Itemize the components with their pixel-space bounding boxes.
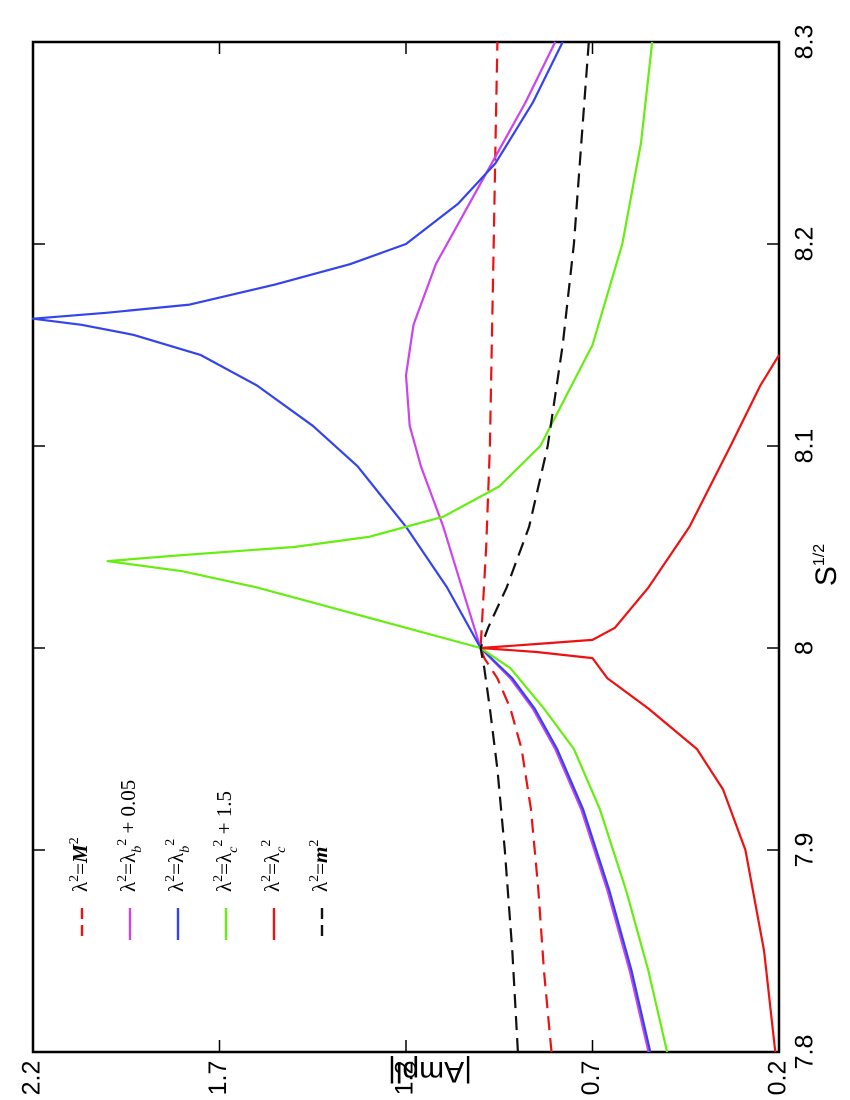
legend-part: λ: [260, 881, 284, 892]
legend-part: b: [178, 846, 193, 853]
series-line-0: [479, 41, 553, 1053]
legend-part: c: [274, 846, 289, 853]
legend-part: 2: [163, 839, 178, 846]
axis-titles: S1/2 |Ampl|: [388, 544, 843, 1088]
legend-label-3: λ2=λc2 + 1.5: [211, 791, 241, 892]
legend-label-4: λ2=λc2: [259, 840, 289, 892]
x-ticks: 7.8 7.9 8 8.1 8.2 8.3: [33, 25, 819, 1070]
legend-part: λ: [68, 881, 92, 892]
series-line-2: [31, 41, 652, 1053]
y-tick-label: 0.7: [577, 1061, 605, 1096]
y-tick-label: 1.2: [391, 1061, 419, 1096]
legend-part: c: [226, 846, 241, 853]
legend-part: λ: [308, 881, 332, 892]
series-line-4: [479, 354, 780, 1053]
x-tick-label: 8: [791, 641, 819, 655]
y-tick-label: 1.7: [204, 1061, 232, 1096]
x-tick-label: 8.2: [791, 227, 819, 262]
series-line-1: [404, 41, 650, 1053]
x-tick-label: 7.8: [791, 1035, 819, 1070]
legend-part: λ: [164, 881, 188, 892]
legend-part: 2: [211, 875, 226, 882]
y-axis-title: |Ampl|: [388, 1055, 472, 1088]
series-line-3: [106, 41, 669, 1053]
legend-part: =: [308, 863, 332, 875]
x-tick-label: 7.9: [791, 833, 819, 868]
series-line-5: [479, 41, 590, 1053]
x-axis-title: S1/2: [810, 544, 843, 586]
x-axis-title-main: S: [810, 566, 843, 586]
legend-label-1: λ2=λb2 + 0.05: [115, 780, 145, 892]
legend-part: b: [130, 846, 145, 853]
legend-part: =λ: [212, 852, 236, 875]
legend-part: =λ: [164, 852, 188, 875]
legend-part: 2: [259, 840, 274, 847]
legend-part: 2: [67, 837, 82, 844]
y-tick-label: 2.2: [18, 1061, 46, 1096]
legend-part: + 0.05: [116, 780, 140, 839]
series-layer: [31, 41, 780, 1053]
legend-label-2: λ2=λb2: [163, 839, 193, 892]
legend-part: 2: [211, 840, 226, 847]
legend-part: 2: [307, 875, 322, 882]
legend-part: 2: [115, 875, 130, 882]
x-axis-title-sup: 1/2: [811, 544, 828, 566]
legend-label-0: λ2=M2: [67, 837, 92, 892]
legend-part: 2: [67, 875, 82, 882]
legend-part: + 1.5: [212, 791, 236, 840]
y-tick-label: 0.2: [764, 1061, 792, 1096]
legend-part: =λ: [116, 852, 140, 875]
legend-part: M: [68, 843, 92, 864]
legend-label-5: λ2=m2: [307, 840, 332, 892]
plot-frame: [31, 40, 781, 1054]
legend-part: m: [308, 847, 332, 863]
legend-part: λ: [212, 881, 236, 892]
legend-part: λ: [116, 881, 140, 892]
x-tick-label: 8.1: [791, 429, 819, 464]
legend-part: =: [68, 863, 92, 875]
legend-part: 2: [163, 875, 178, 882]
legend-part: 2: [307, 840, 322, 847]
legend-part: =λ: [260, 852, 284, 875]
legend-part: 2: [259, 875, 274, 882]
y-ticks: 0.2 0.7 1.2 1.7 2.2: [18, 42, 792, 1095]
legend-part: 2: [115, 839, 130, 846]
x-tick-label: 8.3: [791, 25, 819, 60]
